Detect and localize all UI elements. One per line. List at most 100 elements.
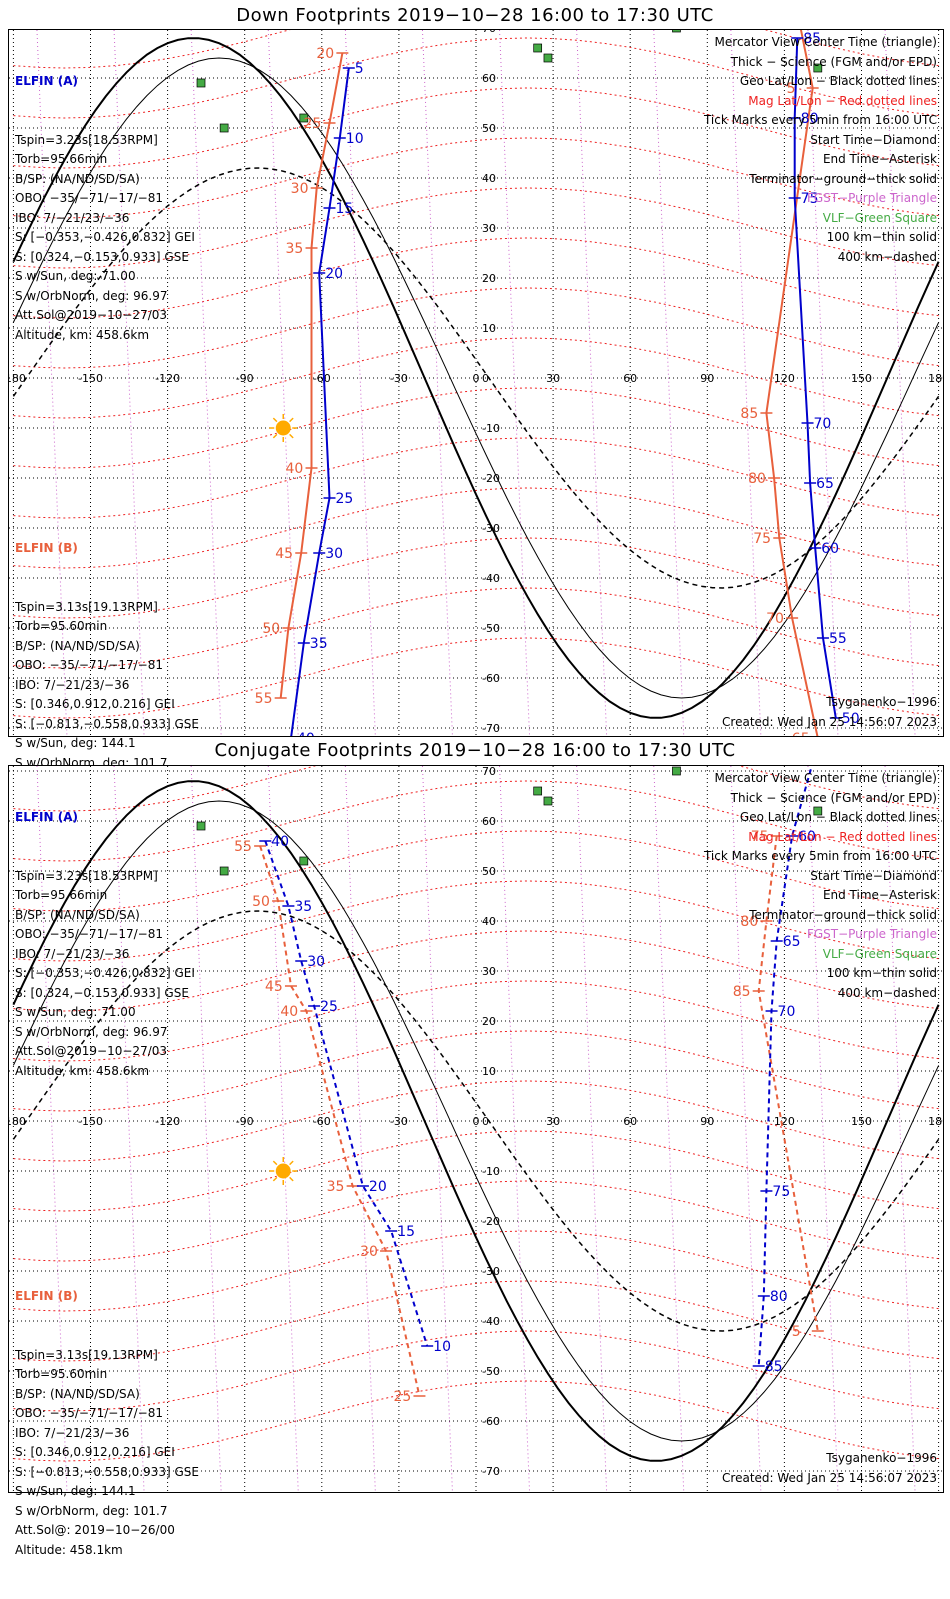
lon-tick-label: 120 bbox=[774, 372, 795, 385]
mag-parallel bbox=[13, 1080, 939, 1162]
lat-tick-label: 50 bbox=[482, 865, 496, 878]
lon-tick-label: 90 bbox=[700, 1115, 714, 1128]
lat-tick-label: 20 bbox=[482, 1015, 496, 1028]
track-tick-label: 80 bbox=[740, 914, 758, 930]
legend-item: 100 km−thin solid bbox=[826, 966, 937, 980]
mag-meridian bbox=[499, 766, 531, 1492]
sun-icon bbox=[275, 1163, 291, 1179]
track-tick-label: 15 bbox=[336, 201, 354, 217]
lat-tick-label: 60 bbox=[482, 72, 496, 85]
info-line: S: [0.346,0.912,0.216] GEI bbox=[15, 1445, 175, 1459]
lon-tick-label: 90 bbox=[700, 372, 714, 385]
lat-tick-label: 10 bbox=[482, 322, 496, 335]
model-label: Tsyganenko−1996 bbox=[826, 1451, 937, 1465]
info-line: B/SP: (NA/ND/SD/SA) bbox=[15, 1386, 140, 1401]
info-line: S w/OrbNorm, deg: 96.97 bbox=[15, 1024, 168, 1039]
mag-meridian bbox=[576, 30, 608, 736]
track-tick-label: 20 bbox=[316, 46, 334, 62]
lon-tick-label: -150 bbox=[78, 1115, 103, 1128]
legend-item: Geo Lat/Lon − Black dotted lines bbox=[739, 810, 937, 824]
sun-ray bbox=[272, 417, 278, 423]
mag-meridian bbox=[499, 30, 531, 736]
lon-tick-label: 0 bbox=[473, 372, 480, 385]
mag-meridian bbox=[807, 30, 839, 736]
track-tick-label: 65 bbox=[783, 934, 801, 950]
elfin-a-info: ELFIN (A) Tspin=3.23s[18.53RPM] Torb=95.6… bbox=[15, 33, 195, 384]
info-line: S: [−0.813,−0.558,0.933] GSE bbox=[15, 1464, 199, 1479]
mag-meridian bbox=[190, 30, 222, 736]
legend-item: FGST−Purple Triangle bbox=[806, 191, 937, 205]
legend: Mercator View Center Time (triangle) Thic… bbox=[704, 769, 937, 1003]
elfin-a-track bbox=[290, 67, 350, 736]
mag-parallel bbox=[13, 1130, 939, 1212]
mag-parallel bbox=[13, 930, 939, 1012]
track-tick-label: 35 bbox=[286, 241, 304, 257]
mag-meridian bbox=[344, 30, 376, 736]
lat-tick-label: -30 bbox=[482, 522, 500, 535]
lon-tick-label: 60 bbox=[623, 372, 637, 385]
lon-tick-label: 120 bbox=[774, 1115, 795, 1128]
track-tick-label: 15 bbox=[397, 1224, 415, 1240]
sun-icon bbox=[275, 420, 291, 436]
track-tick-label: 30 bbox=[291, 181, 309, 197]
mag-meridian bbox=[421, 766, 453, 1492]
mag-meridian bbox=[730, 30, 762, 736]
elfin-b-header: ELFIN (B) bbox=[15, 1289, 78, 1303]
vlf-square-icon bbox=[543, 796, 553, 806]
info-line: Torb=95.60min bbox=[15, 1367, 108, 1381]
info-line: Torb=95.66min bbox=[15, 888, 108, 902]
lat-tick-label: 70 bbox=[482, 30, 496, 35]
mag-parallel bbox=[13, 387, 939, 469]
info-line: IBO: 7/−21/23/−36 bbox=[15, 1425, 130, 1440]
mag-parallel bbox=[13, 1280, 939, 1362]
legend-item: Geo Lat/Lon − Black dotted lines bbox=[739, 74, 937, 88]
terminator-line bbox=[12, 780, 940, 1462]
lat-tick-label: 30 bbox=[482, 965, 496, 978]
sun-ray bbox=[272, 433, 278, 439]
model-label: Tsyganenko−1996 bbox=[826, 695, 937, 709]
elfin-b-header: ELFIN (B) bbox=[15, 541, 78, 555]
lat-tick-label: -40 bbox=[482, 572, 500, 585]
track-tick-label: 25 bbox=[304, 116, 322, 132]
sun-ray bbox=[289, 1176, 294, 1182]
track-tick-label: 40 bbox=[286, 461, 304, 477]
track-tick-label: 40 bbox=[271, 834, 289, 850]
lat-tick-label: -10 bbox=[482, 422, 500, 435]
track-tick-label: 30 bbox=[325, 546, 343, 562]
info-line: B/SP: (NA/ND/SD/SA) bbox=[15, 638, 140, 653]
lon-tick-label: -150 bbox=[78, 372, 103, 385]
track-tick-label: 50 bbox=[262, 621, 280, 637]
lon-tick-label: -30 bbox=[390, 372, 408, 385]
info-line: OBO: −35/−71/−17/−81 bbox=[15, 191, 163, 205]
track-tick-label: 50 bbox=[252, 894, 270, 910]
vlf-square-icon bbox=[672, 766, 681, 776]
lat-tick-label: -60 bbox=[482, 672, 500, 685]
sun-ray bbox=[289, 417, 294, 423]
mag-parallel bbox=[13, 587, 939, 669]
vlf-square-icon bbox=[533, 786, 543, 796]
vlf-square-icon bbox=[299, 856, 309, 866]
info-line: S: [−0.353,−0.426,0.832] GEI bbox=[15, 966, 195, 980]
vlf-square-icon bbox=[299, 113, 309, 123]
lat-tick-label: -50 bbox=[482, 622, 500, 635]
track-tick-label: 25 bbox=[393, 1389, 411, 1405]
vlf-square-icon bbox=[543, 53, 553, 63]
sun-ray bbox=[272, 1160, 278, 1166]
info-line: S: [0.346,0.912,0.216] GEI bbox=[15, 697, 175, 711]
lat-tick-label: -40 bbox=[482, 1315, 500, 1328]
sun-ray bbox=[289, 433, 294, 439]
mag-parallel bbox=[13, 1380, 939, 1462]
footer-right: Tsyganenko−1996 Created: Wed Jan 25 14:5… bbox=[722, 1449, 937, 1488]
track-tick-label: 55 bbox=[829, 631, 847, 647]
info-line: Tspin=3.13s[19.13RPM] bbox=[15, 599, 158, 614]
info-line: S w/OrbNorm, deg: 96.97 bbox=[15, 288, 168, 303]
mag-parallel bbox=[13, 880, 939, 962]
terminator-line bbox=[12, 37, 940, 719]
panel-title: Conjugate Footprints 2019−10−28 16:00 to… bbox=[214, 740, 736, 761]
track-tick-label: 45 bbox=[265, 979, 283, 995]
info-line: Att.Sol@: 2019−10−26/00 bbox=[15, 1523, 175, 1537]
mag-parallel bbox=[13, 487, 939, 569]
track-tick-label: 65 bbox=[816, 476, 834, 492]
mag-meridian bbox=[884, 30, 916, 736]
mag-meridian bbox=[421, 30, 453, 736]
